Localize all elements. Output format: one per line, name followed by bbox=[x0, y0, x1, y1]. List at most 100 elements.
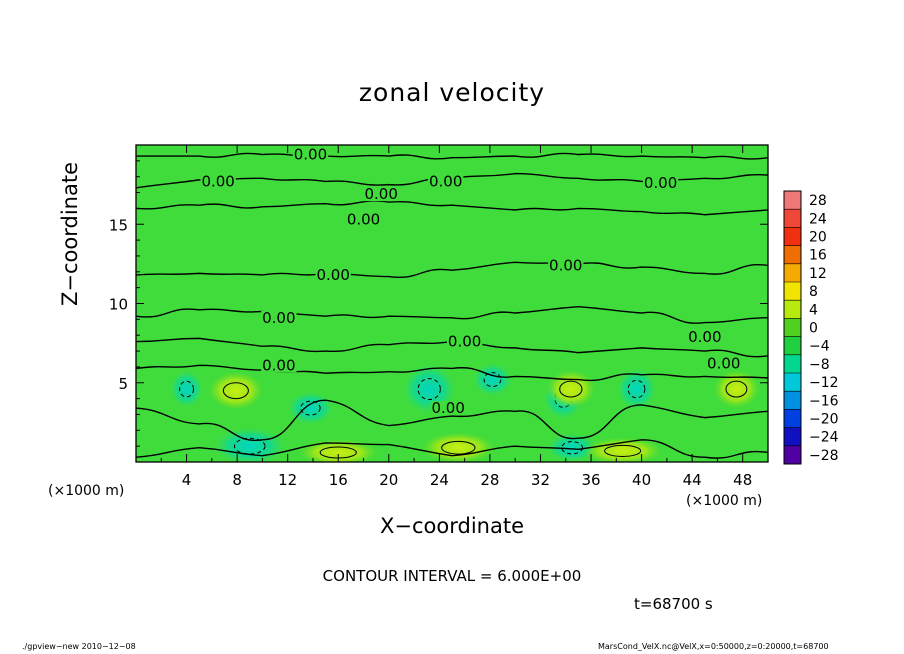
positive-cell-0 bbox=[208, 371, 264, 410]
contour-label-13: 0.00 bbox=[432, 399, 465, 417]
colorbar-swatch-0 bbox=[784, 191, 801, 210]
negative-cell-6 bbox=[213, 427, 286, 462]
contour-line-0 bbox=[136, 152, 768, 160]
contour-label-7: 0.00 bbox=[316, 266, 349, 284]
colorbar-swatch-1 bbox=[784, 209, 801, 228]
contour-label-bg-4 bbox=[363, 187, 399, 202]
contour-labels: 0.00 0.00 0.00 0.00 0.00 0.00 0.00 0.00 0.00 0.00… bbox=[200, 146, 742, 417]
colorbar-swatch-13 bbox=[784, 427, 801, 447]
negative-contour-7 bbox=[561, 441, 584, 455]
contour-label-8: 0.00 bbox=[262, 309, 295, 327]
negative-contour-1 bbox=[300, 400, 321, 416]
positive-cell-3 bbox=[583, 437, 663, 462]
contour-label-2: 0.00 bbox=[429, 172, 462, 190]
positive-contour-0 bbox=[222, 382, 249, 400]
negative-contour-6 bbox=[233, 437, 266, 455]
contour-label-bg-1 bbox=[200, 174, 236, 189]
colorbar-swatch-6 bbox=[784, 300, 801, 319]
contour-line-3 bbox=[136, 261, 768, 279]
x-tick-label-11: 48 bbox=[733, 471, 752, 489]
contour-line-8 bbox=[136, 439, 768, 459]
y-tick-label-0: 5 bbox=[118, 375, 128, 393]
x-tick-label-7: 32 bbox=[531, 471, 550, 489]
contour-label-12: 0.00 bbox=[707, 355, 740, 373]
contour-interval-text: CONTOUR INTERVAL = 6.000E+00 bbox=[322, 567, 582, 585]
colorbar-label-5: 8 bbox=[809, 284, 818, 300]
contour-label-bg-6 bbox=[548, 258, 584, 273]
x-tick-label-6: 28 bbox=[480, 471, 499, 489]
y-axis-label: Z−coordinate bbox=[58, 162, 82, 306]
colorbar-swatch-10 bbox=[784, 373, 801, 392]
positive-contour-4 bbox=[559, 380, 583, 398]
colorbar-label-7: 0 bbox=[809, 321, 818, 337]
contour-label-bg-10 bbox=[687, 329, 723, 344]
positive-cell-1 bbox=[298, 439, 378, 462]
colorbar-swatch-3 bbox=[784, 245, 801, 265]
contour-label-1: 0.00 bbox=[201, 172, 234, 190]
x-tick-label-8: 36 bbox=[581, 471, 600, 489]
y-tick-label-2: 15 bbox=[109, 216, 128, 234]
contour-label-10: 0.00 bbox=[688, 328, 721, 346]
shaded-cells bbox=[170, 363, 760, 462]
time-label: t=68700 s bbox=[634, 595, 713, 613]
x-tick-label-1: 8 bbox=[232, 471, 242, 489]
contour-label-6: 0.00 bbox=[549, 256, 582, 274]
contour-label-0: 0.00 bbox=[294, 146, 327, 164]
contour-label-11: 0.00 bbox=[262, 356, 295, 374]
contour-line-2 bbox=[136, 200, 768, 216]
x-axis-unit-right: (×1000 m) bbox=[686, 493, 763, 509]
footer-program: ./gpview−new 2010−12−08 bbox=[22, 642, 136, 651]
negative-cell-7 bbox=[547, 433, 597, 462]
contour-label-5: 0.00 bbox=[347, 210, 380, 228]
contour-line-6 bbox=[136, 364, 768, 382]
colorbar-label-11: −16 bbox=[809, 393, 839, 409]
negative-cell-0 bbox=[170, 370, 203, 408]
positive-contour-2 bbox=[441, 440, 476, 455]
colorbar-label-3: 16 bbox=[809, 248, 827, 264]
x-tick-label-5: 24 bbox=[430, 471, 449, 489]
x-tick-label-9: 40 bbox=[632, 471, 651, 489]
negative-contour-0 bbox=[179, 380, 195, 398]
x-axis-unit-left: (×1000 m) bbox=[48, 483, 125, 499]
positive-cell-4 bbox=[546, 370, 596, 409]
negative-contour-3 bbox=[483, 372, 502, 388]
contour-label-bg-8 bbox=[261, 310, 297, 325]
colorbar-label-9: −8 bbox=[809, 357, 830, 373]
colorbar-label-1: 24 bbox=[809, 211, 827, 227]
positive-contour-3 bbox=[604, 444, 642, 457]
contour-label-bg-13 bbox=[430, 401, 466, 416]
negative-cell-5 bbox=[616, 368, 657, 410]
contour-label-bg-9 bbox=[446, 334, 483, 349]
contour-label-bg-11 bbox=[261, 358, 297, 373]
x-tick-label-3: 16 bbox=[329, 471, 348, 489]
contour-line-4 bbox=[136, 305, 768, 324]
colorbar-swatch-2 bbox=[784, 227, 801, 246]
colorbar-label-12: −20 bbox=[809, 412, 839, 428]
contour-line-7 bbox=[136, 399, 768, 442]
contour-label-4: 0.00 bbox=[365, 185, 398, 203]
colorbar-swatch-8 bbox=[784, 336, 801, 356]
colorbar-label-4: 12 bbox=[809, 266, 827, 282]
negative-cell-3 bbox=[472, 363, 513, 397]
x-tick-label-10: 44 bbox=[683, 471, 702, 489]
contour-label-bg-5 bbox=[345, 212, 382, 227]
colorbar-label-2: 20 bbox=[809, 230, 827, 246]
contour-label-3: 0.00 bbox=[644, 174, 677, 192]
colorbar-swatch-5 bbox=[784, 282, 801, 301]
positive-contour-5 bbox=[725, 380, 748, 398]
chart-title: zonal velocity bbox=[358, 78, 546, 107]
negative-contour-2 bbox=[417, 378, 441, 401]
negative-contour-5 bbox=[627, 379, 646, 399]
colorbar-label-0: 28 bbox=[809, 193, 827, 209]
colorbar-label-6: 4 bbox=[809, 302, 818, 318]
contour-label-9: 0.00 bbox=[448, 333, 481, 351]
contour-label-bg-3 bbox=[642, 176, 679, 191]
x-tick-label-4: 20 bbox=[379, 471, 398, 489]
y-tick-label-1: 10 bbox=[109, 296, 128, 314]
colorbar-label-10: −12 bbox=[809, 375, 839, 391]
contour-label-bg-2 bbox=[427, 174, 464, 189]
colorbar-swatch-14 bbox=[784, 445, 801, 465]
colorbar-label-8: −4 bbox=[809, 339, 830, 355]
